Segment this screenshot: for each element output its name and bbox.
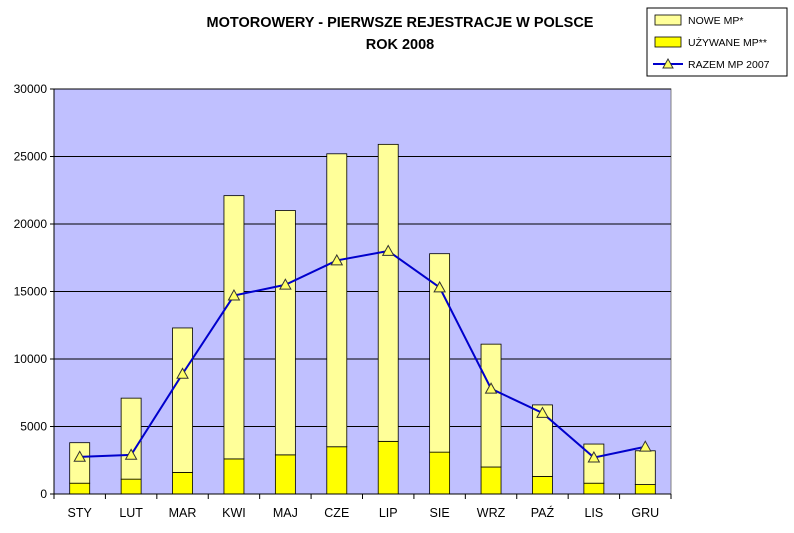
line-point-sie (433, 280, 446, 293)
line-point-kwi (227, 289, 241, 301)
bar-paź-nowe (532, 404, 553, 477)
bar-lut-nowe (120, 397, 142, 480)
bar-sie-nowe (429, 253, 451, 453)
bar-lis-uzywane (583, 482, 605, 495)
x-tick-label: KWI (222, 506, 246, 520)
line-point-lut (124, 448, 138, 460)
x-tick-label: CZE (324, 506, 349, 520)
bar-maj-nowe (274, 210, 296, 456)
bar-cze-nowe (326, 153, 348, 448)
y-tick-label: 30000 (14, 82, 48, 96)
x-tick-label: MAR (169, 506, 197, 520)
y-tick-label: 25000 (14, 150, 48, 164)
y-tick-label: 10000 (14, 352, 48, 366)
x-tick-label: MAJ (273, 506, 298, 520)
x-tick-label: PAŹ (531, 505, 555, 520)
x-tick-label: LIP (379, 506, 398, 520)
line-point-lip (381, 244, 395, 256)
legend-label: NOWE MP* (688, 15, 743, 27)
bar-gru-nowe (634, 450, 656, 485)
legend: NOWE MP* UŻYWANE MP** RAZEM MP 2007 (646, 7, 788, 77)
y-tick-label: 0 (40, 487, 47, 501)
line-razem-2007 (79, 249, 646, 459)
bar-paź-uzywane (532, 476, 553, 495)
legend-swatch (654, 14, 682, 26)
y-tick-label: 20000 (14, 217, 48, 231)
legend-swatch (654, 36, 682, 48)
bar-kwi-uzywane (223, 458, 245, 495)
line-point-cze (330, 253, 344, 266)
bar-wrz-uzywane (480, 466, 502, 495)
bar-maj-uzywane (274, 454, 296, 495)
chart-title-line: ROK 2008 (366, 37, 435, 53)
bar-mar-nowe (172, 327, 193, 473)
line-point-paź (536, 406, 549, 418)
bar-lip-uzywane (377, 440, 399, 495)
legend-triangle-marker (662, 57, 674, 69)
bar-kwi-nowe (223, 195, 245, 460)
legend-label: RAZEM MP 2007 (688, 59, 770, 71)
bar-cze-uzywane (326, 446, 348, 495)
bar-wrz-nowe (480, 343, 502, 468)
bars (69, 143, 656, 495)
bar-sty-uzywane (69, 482, 91, 495)
line-point-sty (73, 450, 87, 462)
x-tick-label: SIE (430, 506, 450, 520)
chart-title: MOTOROWERY - PIERWSZE REJESTRACJE W POLS… (207, 15, 594, 53)
bar-sty-nowe (69, 442, 91, 484)
line-point-maj (279, 278, 292, 290)
y-tick-label: 5000 (20, 420, 47, 434)
bar-lut-uzywane (120, 478, 142, 495)
x-tick-label: GRU (631, 506, 659, 520)
line-point-mar (176, 367, 189, 379)
bar-gru-uzywane (634, 484, 656, 495)
legend-label: UŻYWANE MP** (688, 36, 767, 49)
axes: 0 5000 10000 15000 20000 25000 30000 STY LUT MAR K… (14, 82, 672, 520)
x-tick-label: LUT (119, 506, 143, 520)
bar-lip-nowe (377, 143, 399, 442)
bar-mar-uzywane (172, 471, 193, 495)
x-tick-label: LIS (584, 506, 603, 520)
y-tick-label: 15000 (14, 285, 48, 299)
x-tick-label: STY (68, 506, 93, 520)
x-tick-label: WRZ (477, 506, 506, 520)
chart-title-line: MOTOROWERY - PIERWSZE REJESTRACJE W POLS… (207, 15, 594, 31)
gridlines (54, 88, 671, 427)
line-point-lis (587, 451, 601, 463)
line-point-gru (638, 440, 652, 452)
bar-lis-nowe (583, 443, 605, 484)
line-series (73, 244, 652, 463)
bar-sie-uzywane (429, 451, 451, 495)
line-point-wrz (484, 382, 498, 394)
